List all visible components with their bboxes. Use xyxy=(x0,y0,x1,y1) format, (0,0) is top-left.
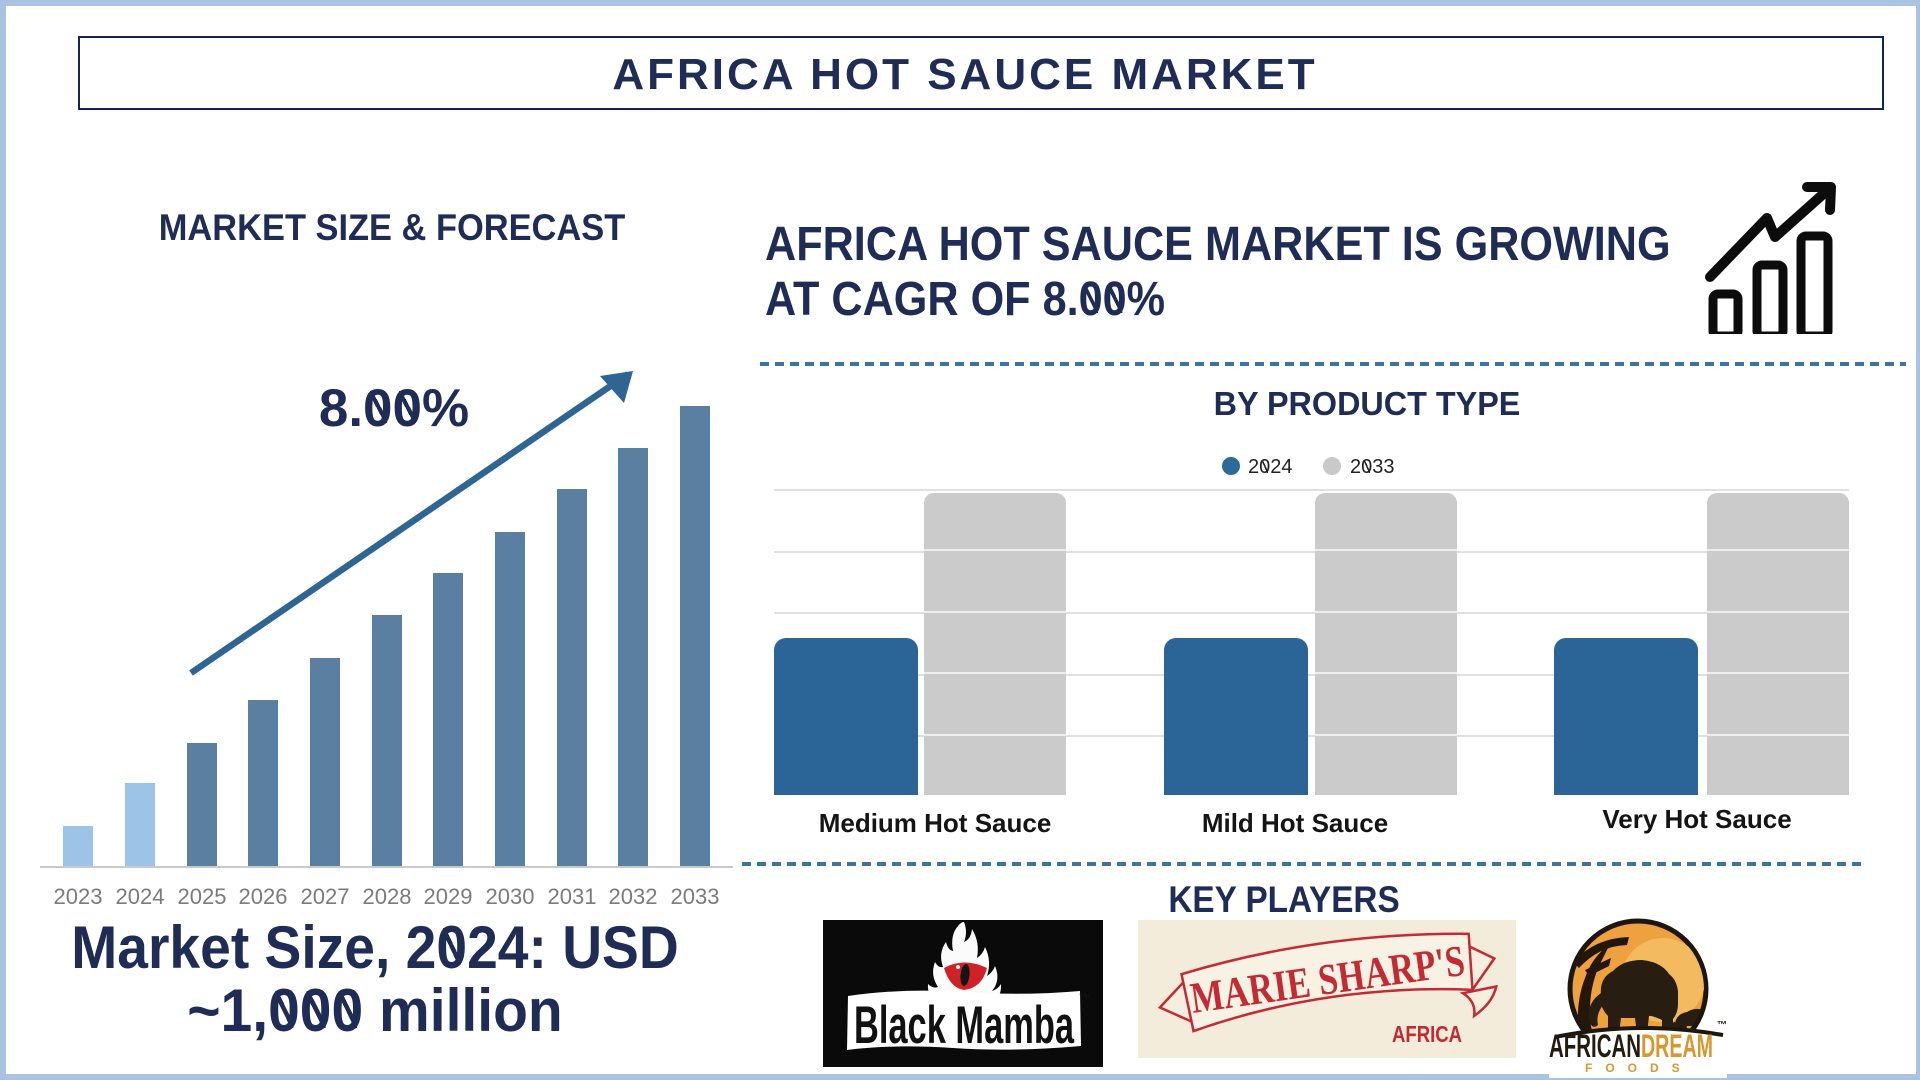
svg-text:™: ™ xyxy=(1717,1020,1727,1031)
svg-text:™: ™ xyxy=(1079,991,1091,1005)
svg-text:AFRICAN: AFRICAN xyxy=(1549,1028,1641,1064)
svg-text:FOODS: FOODS xyxy=(1585,1061,1693,1075)
svg-text:AFRICA: AFRICA xyxy=(1392,1021,1462,1047)
svg-text:DREAM: DREAM xyxy=(1641,1028,1713,1064)
svg-text:Black Mamba: Black Mamba xyxy=(854,996,1074,1055)
